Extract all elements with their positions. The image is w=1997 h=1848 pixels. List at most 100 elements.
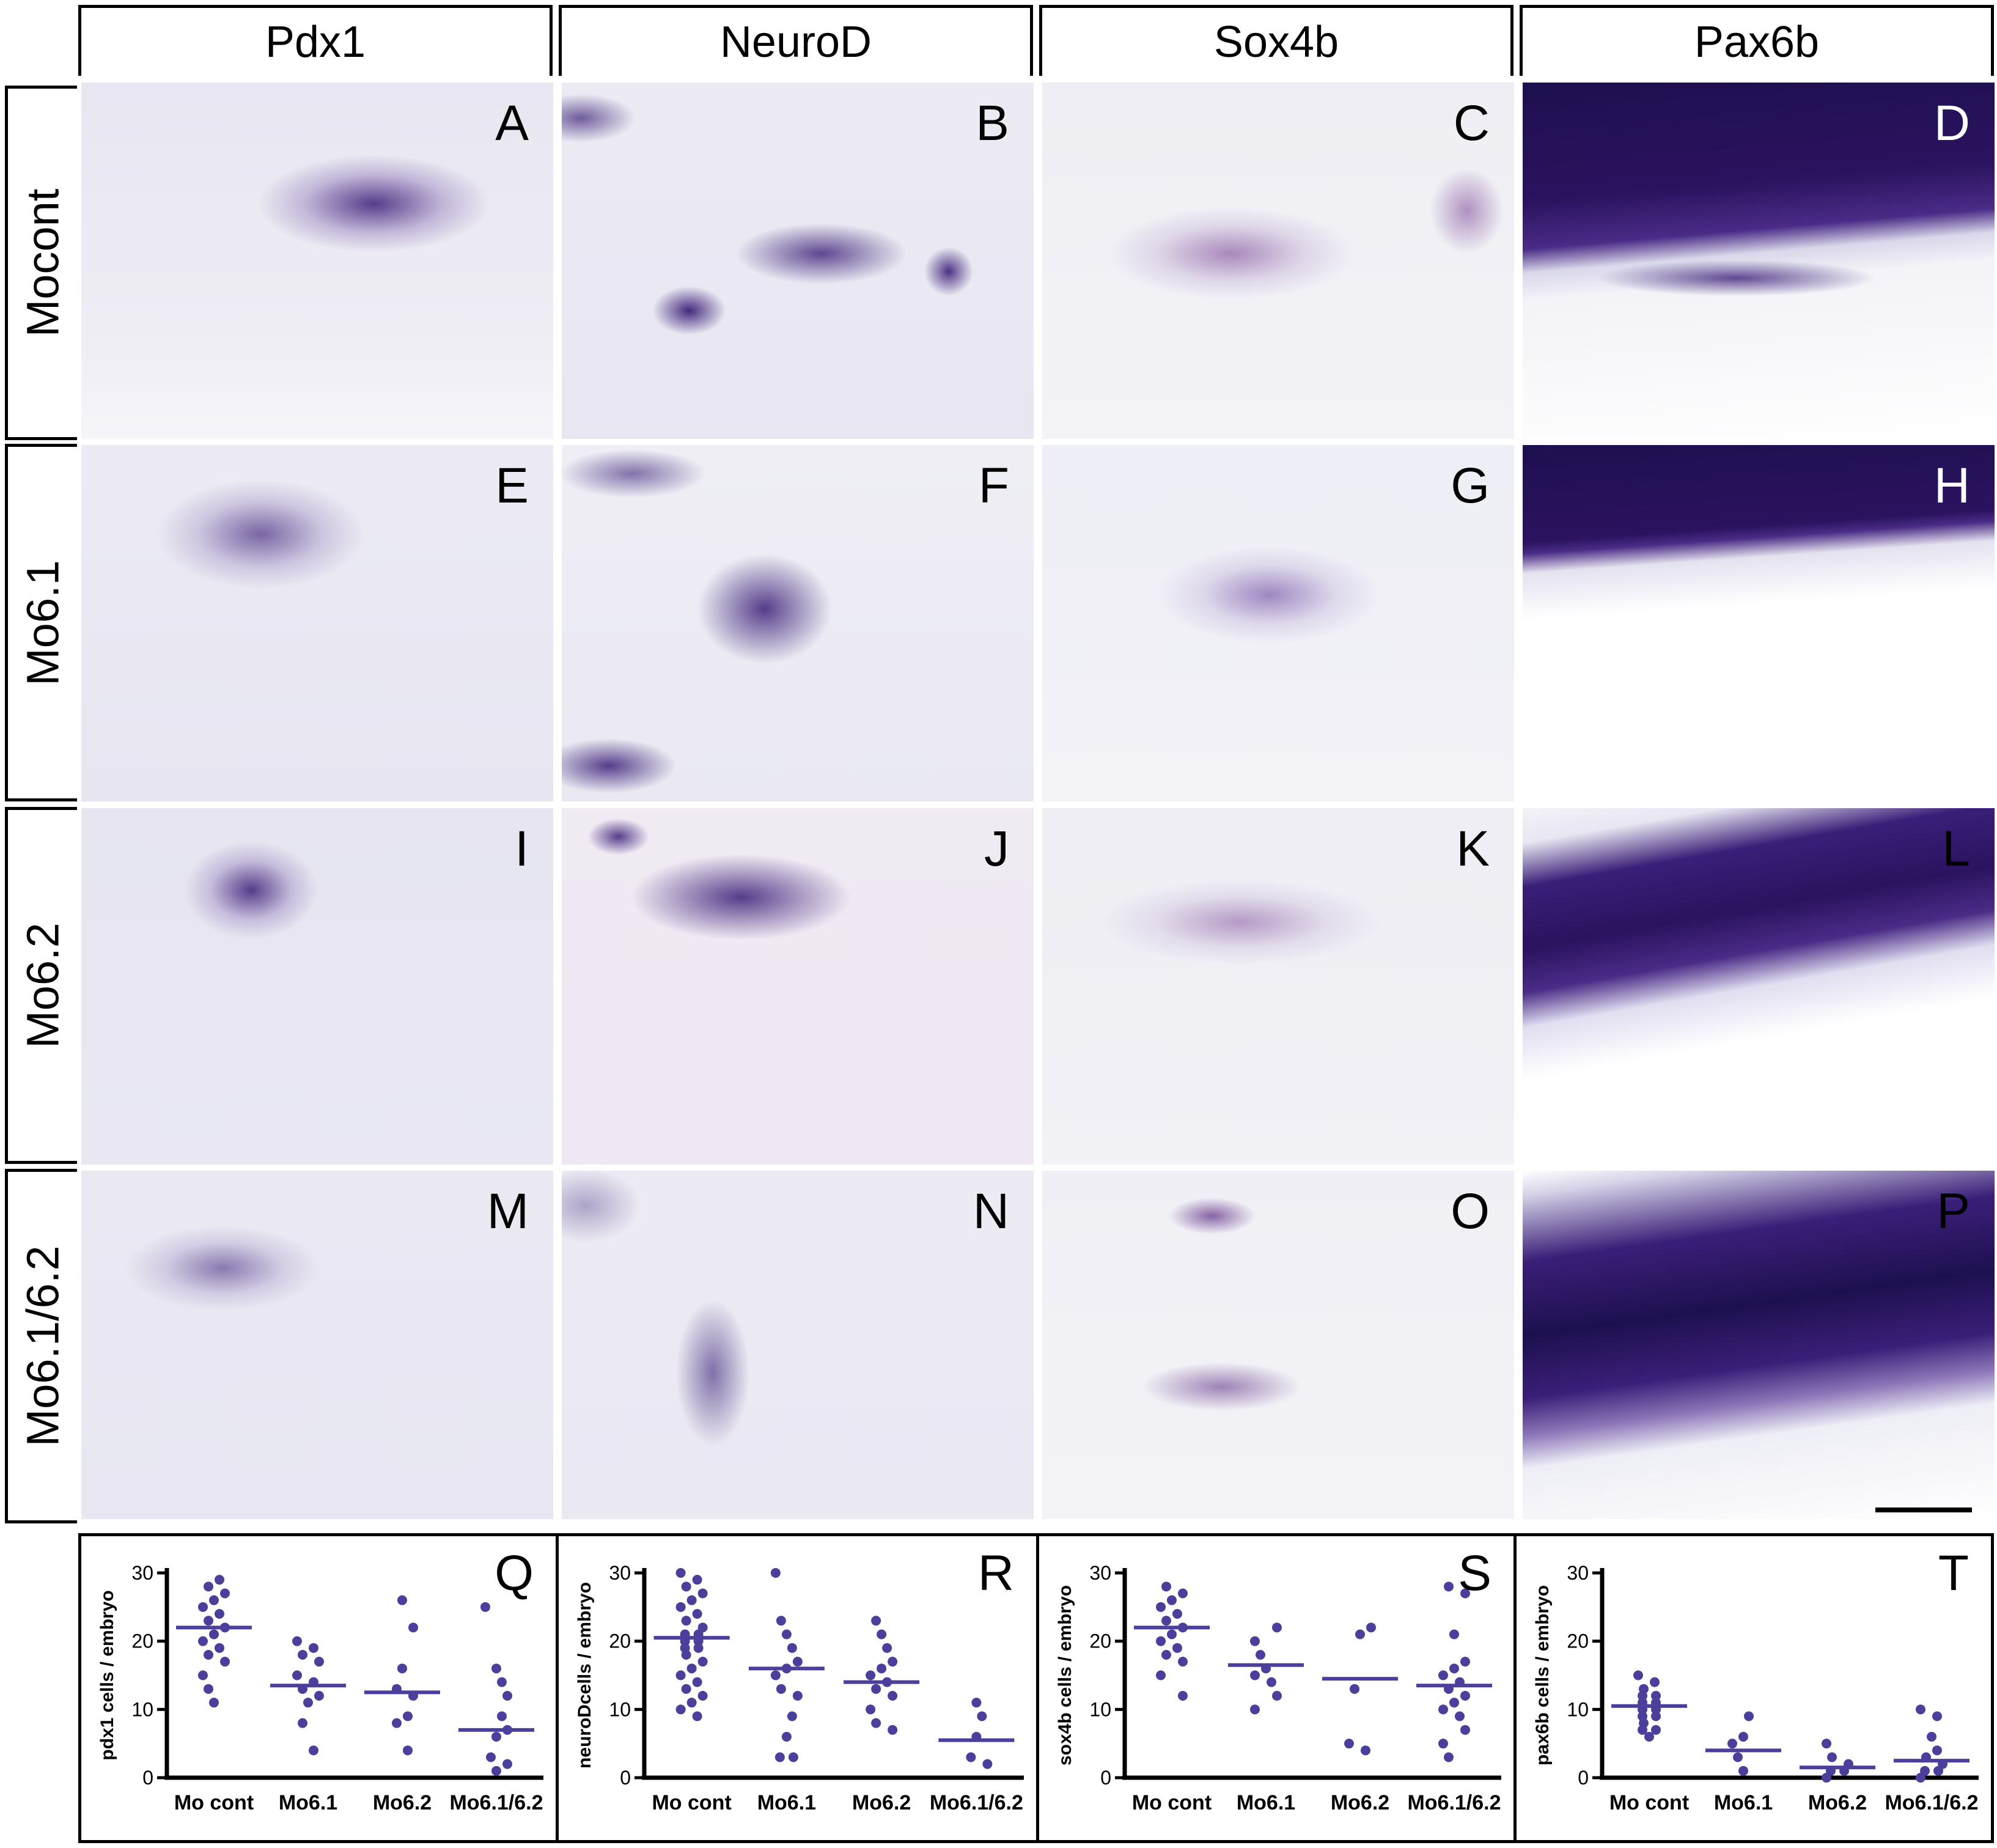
data-point bbox=[781, 1732, 792, 1742]
micrograph-panel-k: K bbox=[1042, 808, 1514, 1165]
y-tick-label: 10 bbox=[609, 1698, 631, 1720]
data-point bbox=[215, 1643, 224, 1653]
data-point bbox=[982, 1759, 993, 1769]
data-point bbox=[1822, 1739, 1831, 1749]
data-point bbox=[314, 1691, 324, 1701]
data-point bbox=[215, 1575, 224, 1585]
scale-bar bbox=[1875, 1507, 1972, 1512]
data-point bbox=[686, 1595, 697, 1605]
panel-letter: F bbox=[978, 458, 1009, 514]
data-point bbox=[1167, 1629, 1177, 1640]
micrograph-panel-p: P bbox=[1523, 1171, 1995, 1519]
data-point bbox=[692, 1677, 702, 1687]
chart-box-q: 0 10 20 30 pdx1 cells / embryo Mo cont Mo6.1 Mo… bbox=[78, 1533, 559, 1843]
data-point bbox=[1172, 1609, 1182, 1619]
micrograph-panel-b: B bbox=[562, 83, 1034, 439]
data-point bbox=[1727, 1739, 1737, 1749]
data-point bbox=[1733, 1752, 1743, 1762]
data-point bbox=[697, 1588, 708, 1599]
row-header-mocont: Mocont bbox=[5, 86, 77, 440]
data-point bbox=[675, 1568, 686, 1578]
data-point bbox=[1438, 1670, 1448, 1681]
data-point bbox=[1178, 1588, 1188, 1599]
chart-r: 0 10 20 30 neuroDcells / embryo Mo cont Mo6.1 M… bbox=[575, 1562, 1024, 1814]
data-point bbox=[697, 1657, 708, 1667]
column-header-neurod: NeuroD bbox=[559, 5, 1033, 76]
data-point bbox=[866, 1704, 876, 1715]
data-point bbox=[675, 1670, 686, 1681]
data-point bbox=[877, 1663, 887, 1674]
data-point bbox=[971, 1698, 982, 1708]
data-point bbox=[502, 1759, 512, 1769]
data-point bbox=[292, 1670, 302, 1681]
data-point bbox=[681, 1650, 691, 1660]
y-tick-label: 20 bbox=[609, 1630, 631, 1652]
data-point bbox=[781, 1629, 792, 1640]
data-point bbox=[298, 1718, 307, 1728]
data-point bbox=[1460, 1657, 1470, 1667]
data-point bbox=[787, 1643, 797, 1653]
data-point bbox=[1366, 1622, 1376, 1633]
micrograph-panel-h: H bbox=[1523, 445, 1995, 801]
row-label: Mo6.1 bbox=[17, 559, 68, 686]
y-axis-label: pax6b cells / embryo bbox=[1532, 1585, 1553, 1765]
data-point bbox=[675, 1704, 686, 1715]
chart-box-s: 0 10 20 30 sox4b cells / embryo Mo cont Mo6.1 M… bbox=[1036, 1533, 1517, 1843]
data-point bbox=[403, 1711, 413, 1721]
data-point bbox=[204, 1616, 213, 1626]
data-point bbox=[1156, 1602, 1166, 1612]
panel-letter: H bbox=[1933, 458, 1970, 514]
row-header-mo61-62: Mo6.1/6.2 bbox=[5, 1169, 77, 1523]
data-point bbox=[198, 1602, 208, 1612]
y-tick-label: 10 bbox=[1567, 1698, 1589, 1720]
row-label: Mo6.2 bbox=[17, 922, 68, 1048]
data-point bbox=[792, 1657, 803, 1667]
data-point bbox=[491, 1663, 501, 1674]
micrograph-panel-j: J bbox=[562, 808, 1034, 1165]
data-point bbox=[309, 1745, 318, 1756]
data-point bbox=[1744, 1711, 1754, 1721]
data-point bbox=[1444, 1752, 1454, 1762]
data-point bbox=[303, 1698, 313, 1708]
data-point bbox=[397, 1663, 407, 1674]
data-point bbox=[1638, 1725, 1647, 1735]
data-point bbox=[392, 1718, 402, 1728]
panel-letter: N bbox=[973, 1184, 1009, 1239]
data-point bbox=[1161, 1616, 1171, 1626]
data-point bbox=[1738, 1765, 1748, 1776]
x-category-label: Mo6.1 bbox=[1714, 1791, 1773, 1814]
data-point bbox=[966, 1752, 976, 1762]
x-category-label: Mo6.1 bbox=[279, 1791, 337, 1814]
x-category-label: Mo6.1 bbox=[1237, 1791, 1295, 1814]
data-point bbox=[1449, 1629, 1459, 1640]
data-point bbox=[1738, 1732, 1748, 1742]
data-point bbox=[693, 1643, 704, 1653]
data-point bbox=[1250, 1636, 1260, 1646]
data-point bbox=[204, 1650, 213, 1660]
data-point bbox=[1932, 1711, 1942, 1721]
x-category-label: Mo cont bbox=[174, 1791, 254, 1814]
data-point bbox=[888, 1657, 898, 1667]
panel-letter: B bbox=[976, 95, 1009, 151]
panel-letter: T bbox=[1938, 1545, 1969, 1601]
data-point bbox=[1460, 1588, 1470, 1599]
y-axis-label: pdx1 cells / embryo bbox=[97, 1590, 117, 1760]
data-point bbox=[1449, 1698, 1459, 1708]
data-point bbox=[209, 1595, 219, 1605]
chart-box-t: 0 10 20 30 pax6b cells / embryo Mo cont Mo6.1 M… bbox=[1513, 1533, 1994, 1843]
chart-s: 0 10 20 30 sox4b cells / embryo Mo cont Mo6.1 M… bbox=[1055, 1562, 1501, 1814]
data-point bbox=[1638, 1691, 1647, 1701]
data-point bbox=[480, 1602, 490, 1612]
data-point bbox=[1178, 1657, 1188, 1667]
panel-letter: R bbox=[977, 1545, 1014, 1601]
data-point bbox=[204, 1581, 213, 1592]
data-point bbox=[681, 1684, 691, 1694]
y-tick-label: 10 bbox=[1089, 1698, 1111, 1720]
panel-letter: G bbox=[1451, 458, 1490, 514]
data-point bbox=[1822, 1773, 1831, 1783]
data-point bbox=[776, 1616, 786, 1626]
data-point bbox=[770, 1568, 781, 1578]
column-header-pax6b: Pax6b bbox=[1520, 5, 1994, 76]
panel-letter: L bbox=[1942, 821, 1970, 877]
panel-letter: M bbox=[487, 1184, 529, 1239]
